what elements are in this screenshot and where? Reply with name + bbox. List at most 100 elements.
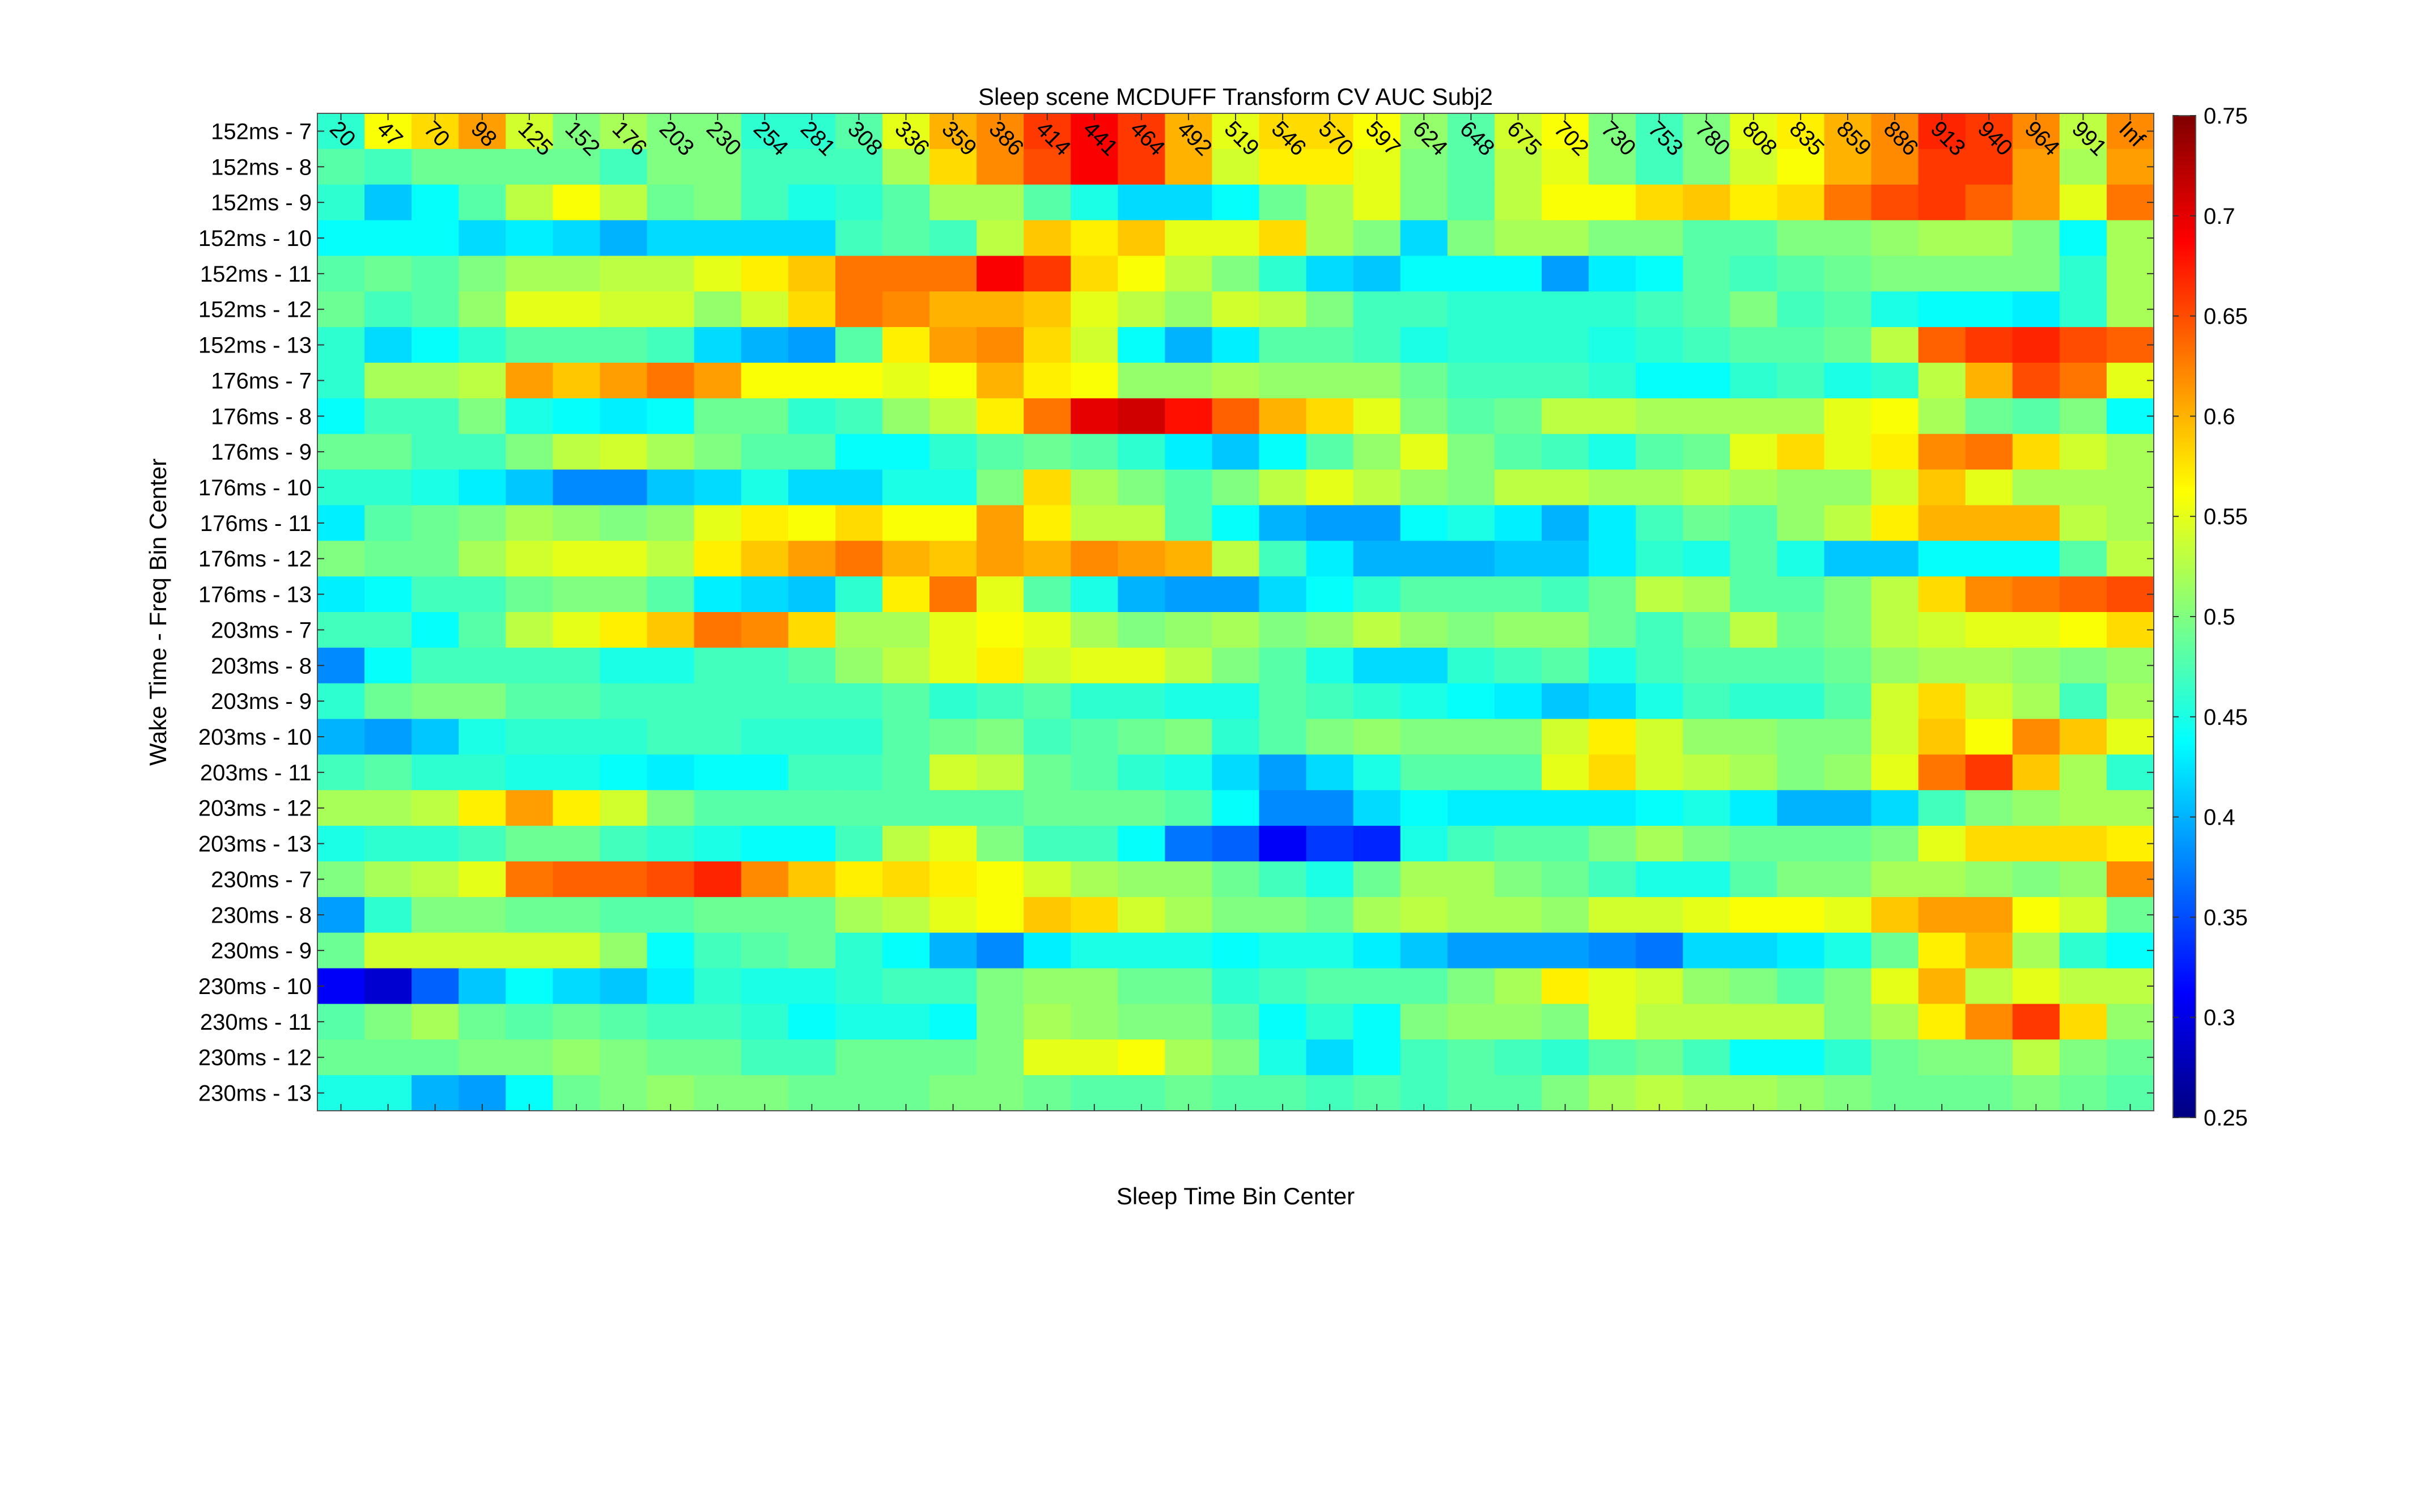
heatmap-cell <box>1636 469 1683 506</box>
heatmap-cell <box>459 148 506 185</box>
heatmap-cell <box>2012 469 2060 506</box>
heatmap-cell <box>788 220 836 257</box>
heatmap-cell <box>600 683 648 720</box>
heatmap-cell <box>835 434 883 470</box>
heatmap-cell <box>600 184 648 221</box>
heatmap-cell <box>1824 683 1872 720</box>
heatmap-cell <box>835 469 883 506</box>
heatmap-cell <box>1306 148 1354 185</box>
heatmap-cell <box>1447 505 1495 541</box>
heatmap-cell <box>1636 683 1683 720</box>
heatmap-cell <box>1165 327 1213 363</box>
heatmap-cell <box>1965 1004 2013 1040</box>
heatmap-cell <box>317 469 365 506</box>
heatmap-cell <box>506 1039 553 1076</box>
heatmap-cell <box>553 220 601 257</box>
heatmap-cell <box>930 291 977 328</box>
heatmap-cell <box>553 1039 601 1076</box>
colorbar-ticks: 0.25 0.3 0.35 0.4 0.45 0.5 0.55 0.6 0.65 0.7 0.75 <box>2173 104 2248 1131</box>
heatmap-cell <box>411 826 459 862</box>
heatmap-cell <box>2106 790 2154 826</box>
heatmap-cell <box>1447 434 1495 470</box>
heatmap-cell <box>977 683 1024 720</box>
heatmap-cell <box>930 1004 977 1040</box>
heatmap-cell <box>1683 754 1730 791</box>
heatmap-cell <box>1730 719 1777 755</box>
heatmap-cell <box>1636 897 1683 933</box>
heatmap-cell <box>1212 968 1260 1005</box>
heatmap-cell <box>1494 647 1542 684</box>
heatmap-cell <box>553 719 601 755</box>
heatmap-cell <box>1118 327 1165 363</box>
heatmap-cell <box>1542 968 1589 1005</box>
heatmap-cell <box>1306 647 1354 684</box>
heatmap-cell <box>1918 683 1966 720</box>
heatmap-cell <box>1589 647 1636 684</box>
heatmap-cell <box>1636 220 1683 257</box>
heatmap-cell <box>1165 968 1213 1005</box>
heatmap-cell <box>317 291 365 328</box>
heatmap-cell <box>1777 469 1825 506</box>
heatmap-cell <box>1400 932 1448 969</box>
heatmap-cell <box>930 826 977 862</box>
heatmap-cell <box>459 1039 506 1076</box>
heatmap-cell <box>930 434 977 470</box>
heatmap-cell <box>1259 576 1307 613</box>
heatmap-cell <box>411 683 459 720</box>
heatmap-cell <box>1494 398 1542 435</box>
heatmap-cell <box>741 291 789 328</box>
heatmap-cell <box>1447 1004 1495 1040</box>
heatmap-cell <box>1212 861 1260 898</box>
heatmap-cell <box>459 826 506 862</box>
heatmap-cell <box>788 256 836 292</box>
heatmap-cell <box>930 897 977 933</box>
heatmap-cell <box>1636 434 1683 470</box>
heatmap-cell <box>1542 932 1589 969</box>
heatmap-cell <box>1118 505 1165 541</box>
heatmap-cell <box>1259 541 1307 577</box>
heatmap-cell <box>1024 327 1071 363</box>
heatmap-cell <box>1589 434 1636 470</box>
heatmap-cell <box>1636 398 1683 435</box>
heatmap-cell <box>1400 968 1448 1005</box>
heatmap-cell <box>553 647 601 684</box>
heatmap-cell <box>1259 363 1307 399</box>
heatmap-cell <box>977 469 1024 506</box>
heatmap-cell <box>2059 576 2107 613</box>
heatmap-cell <box>1353 932 1401 969</box>
heatmap-cell <box>2012 576 2060 613</box>
heatmap-cell <box>1636 541 1683 577</box>
heatmap-cell <box>1542 1039 1589 1076</box>
y-tick-label: 152ms - 11 <box>200 262 312 287</box>
heatmap-cell <box>1306 683 1354 720</box>
heatmap-cell <box>1353 220 1401 257</box>
heatmap-cell <box>1306 861 1354 898</box>
heatmap-cell <box>1353 505 1401 541</box>
heatmap-cell <box>1777 220 1825 257</box>
heatmap-cell <box>1494 469 1542 506</box>
heatmap-cell <box>1636 1004 1683 1040</box>
colorbar-tick-label: 0.45 <box>2204 705 2248 730</box>
heatmap-cell <box>1447 1039 1495 1076</box>
heatmap-cell <box>506 220 553 257</box>
heatmap-cell <box>1165 291 1213 328</box>
heatmap-cell <box>1306 184 1354 221</box>
heatmap-cell <box>1259 148 1307 185</box>
heatmap-cell <box>882 469 930 506</box>
heatmap-cell <box>506 541 553 577</box>
heatmap-cell <box>1494 1004 1542 1040</box>
heatmap-cell <box>1730 184 1777 221</box>
heatmap-cell <box>317 683 365 720</box>
heatmap-cell <box>1683 469 1730 506</box>
heatmap-cell <box>1400 719 1448 755</box>
heatmap-cell <box>1165 647 1213 684</box>
heatmap-cell <box>1589 469 1636 506</box>
heatmap-cell <box>1542 398 1589 435</box>
heatmap-cell <box>1683 220 1730 257</box>
heatmap-cell <box>1730 256 1777 292</box>
heatmap-cell <box>882 719 930 755</box>
heatmap-cell <box>788 291 836 328</box>
heatmap-cell <box>2012 398 2060 435</box>
heatmap-cell <box>1259 505 1307 541</box>
heatmap-cell <box>1071 932 1118 969</box>
